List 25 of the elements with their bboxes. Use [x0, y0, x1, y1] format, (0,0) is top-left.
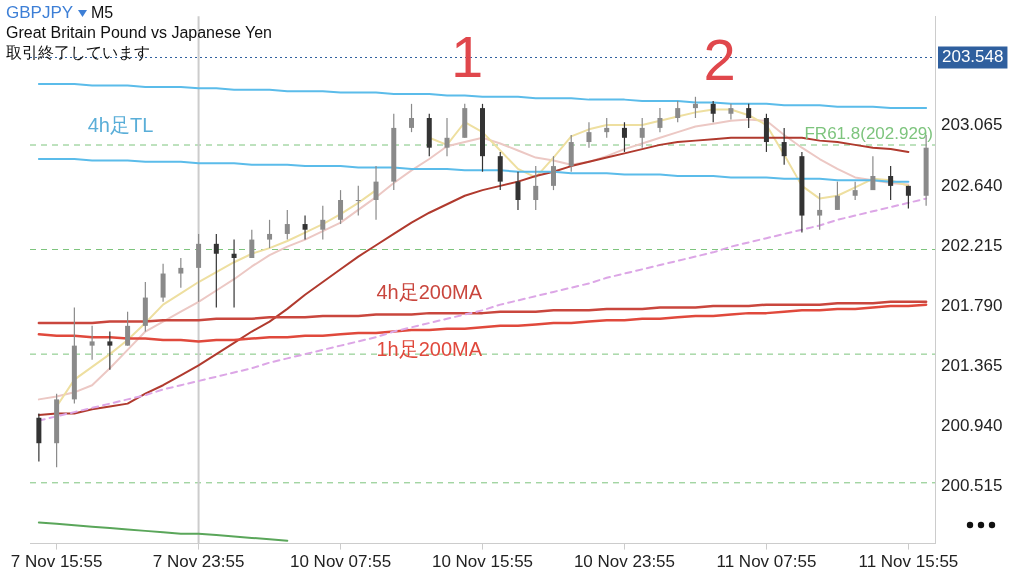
x-tick-label: 11 Nov 15:55 — [858, 552, 959, 572]
series-label: 1h足200MA — [376, 337, 483, 360]
ref-line-label: FR61.8(202.929) — [804, 124, 933, 144]
x-tick-label: 7 Nov 23:55 — [152, 552, 245, 572]
x-tick-label: 10 Nov 23:55 — [573, 552, 676, 572]
y-tick-label: 200.940 — [941, 415, 1003, 435]
y-tick-label: 200.515 — [941, 476, 1003, 496]
annotation: 取引終了しています — [6, 43, 151, 63]
x-tick-label: 7 Nov 15:55 — [10, 552, 103, 572]
annotation: M5 — [91, 4, 114, 21]
annotation: 4h足TL — [87, 114, 154, 137]
x-tick-label: 10 Nov 07:55 — [289, 552, 392, 572]
y-tick-label: 202.215 — [941, 235, 1003, 255]
y-tick-label: 201.365 — [941, 355, 1003, 375]
x-tick-label: 10 Nov 15:55 — [431, 552, 534, 572]
y-tick-label: 203.065 — [941, 115, 1003, 135]
chart-title: GBPJPY — [6, 3, 74, 22]
ref-line-label: 203.548 — [942, 47, 1004, 67]
y-tick-label: 202.640 — [941, 175, 1003, 195]
text: Great Britain Pound vs Japanese Yen — [6, 23, 272, 43]
annotation: 2 — [703, 26, 736, 92]
y-tick-label: 201.790 — [941, 295, 1003, 315]
x-tick-label: 11 Nov 07:55 — [716, 552, 817, 572]
annotation: 1 — [450, 24, 484, 90]
series-label: 4h足200MA — [376, 280, 483, 303]
